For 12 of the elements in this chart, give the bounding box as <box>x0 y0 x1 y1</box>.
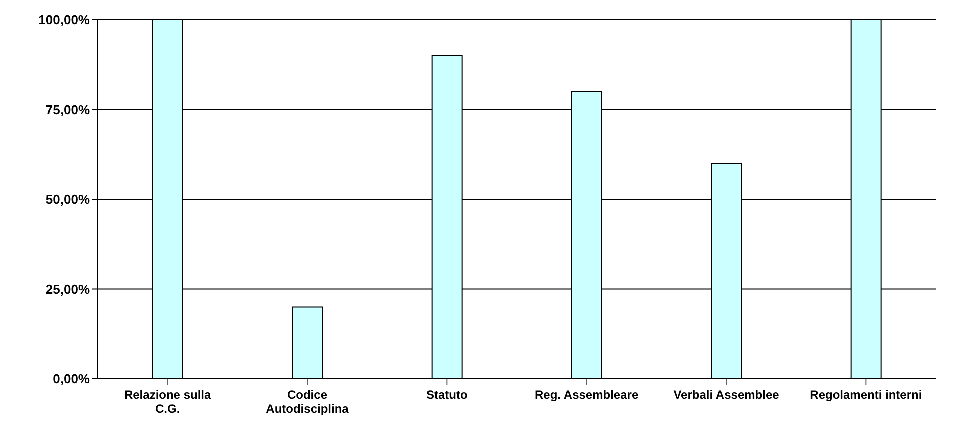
x-tick-label: Reg. Assembleare <box>535 388 639 402</box>
bar <box>292 306 324 379</box>
x-tick-label: Relazione sulla C.G. <box>124 388 212 416</box>
x-tick-label: Codice Autodisciplina <box>266 388 350 416</box>
y-tick-label: 75,00% <box>46 102 90 118</box>
x-tick-label: Regolamenti interni <box>810 388 922 402</box>
x-tick-label: Verbali Assemblee <box>674 388 780 402</box>
x-tick-label: Statuto <box>426 388 468 402</box>
y-tick-label: 100,00% <box>38 12 90 28</box>
y-tick-label: 50,00% <box>46 192 90 208</box>
y-tick-label: 0,00% <box>53 372 90 387</box>
y-tick-label: 25,00% <box>46 282 90 297</box>
